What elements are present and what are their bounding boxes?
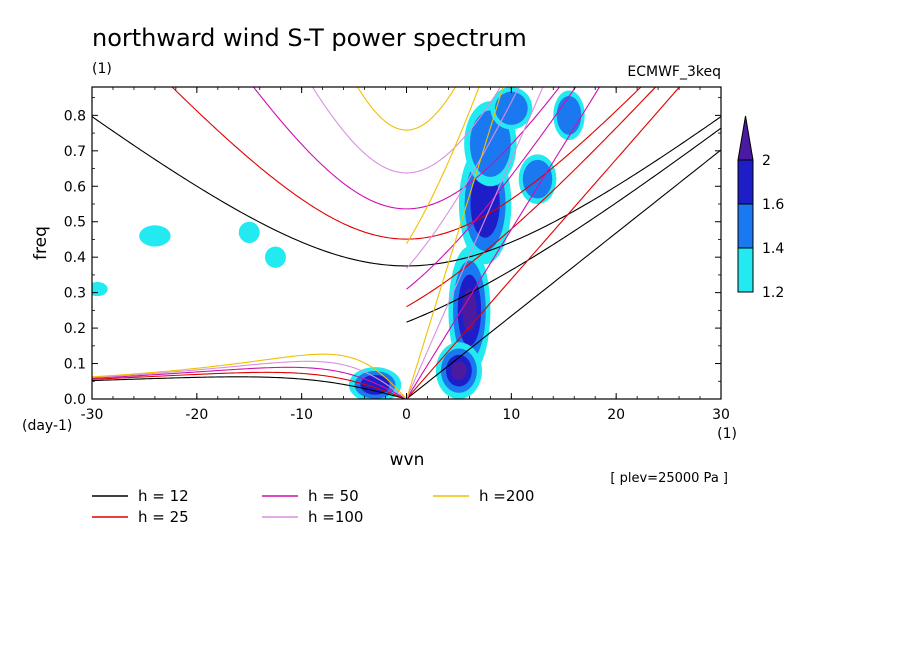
x-tick-label: 0 (402, 407, 411, 423)
contour-blob-8-level-0 (139, 225, 171, 247)
y-tick-label: 0.6 (64, 179, 86, 195)
legend-label-h25: h = 25 (138, 508, 189, 526)
kelvin-curve-h12 (406, 149, 721, 399)
x-tick-label: 10 (502, 407, 520, 423)
rossby-curve-h12 (92, 376, 407, 399)
x-tick-label: -10 (290, 407, 313, 423)
legend-label-h100: h =100 (308, 508, 363, 526)
legend-label-h200: h =200 (479, 487, 534, 505)
x-tick-label: -30 (81, 407, 104, 423)
colorbar-swatch-0 (737, 247, 754, 293)
mrg-curve-h25 (406, 87, 657, 308)
rossby-curve-h50 (92, 366, 407, 399)
x-tick-label: 20 (607, 407, 625, 423)
chart-title: northward wind S-T power spectrum (92, 24, 527, 52)
y-tick-label: 0.8 (64, 108, 86, 124)
y-axis-label: freq (31, 226, 51, 260)
x-tick-label: 30 (712, 407, 730, 423)
chart-subtitle-right: ECMWF_3keq (627, 64, 721, 80)
x-axis-label: wvn (390, 450, 425, 470)
mrg-curve-h50 (406, 87, 577, 290)
inertia-gravity-curve-h50 (252, 87, 561, 210)
y-tick-label: 0.4 (64, 250, 86, 266)
mrg-curve-h200 (406, 87, 480, 245)
inertia-gravity-curve-h100 (311, 87, 502, 174)
contour-blob-2-level-3 (451, 360, 467, 381)
y-tick-label: 0.3 (64, 286, 86, 302)
x-axis: -30 -20 -10 0 10 20 30 (81, 87, 730, 423)
legend-label-h12: h = 12 (138, 487, 189, 505)
inertia-gravity-curve-h200 (356, 87, 457, 131)
kelvin-curve-h200 (405, 87, 504, 399)
legend: h = 12 h = 25 h = 50 h =100 h =200 (92, 487, 534, 526)
inertia-gravity-curve-h25 (171, 87, 642, 240)
mrg-curve-h12 (406, 127, 721, 323)
y-tick-label: 0.5 (64, 215, 86, 231)
kelvin-curve-h25 (406, 87, 681, 399)
mrg-curve-h100 (406, 87, 520, 269)
dispersion-curves (92, 87, 721, 399)
colorbar-swatch-top (737, 115, 754, 161)
x-tick-label: -20 (185, 407, 208, 423)
x-unit-label: (1) (717, 426, 737, 442)
chart-subtitle-left: (1) (92, 61, 112, 77)
y-tick-label: 0.0 (64, 392, 86, 408)
y-tick-label: 0.7 (64, 144, 86, 160)
y-unit-label: (day-1) (22, 418, 72, 434)
inertia-gravity-curve-h12 (92, 116, 721, 267)
contour-blob-1-level-3 (462, 288, 477, 333)
rossby-curve-h100 (92, 360, 407, 399)
y-tick-label: 0.2 (64, 321, 86, 337)
plev-annotation: [ plev=25000 Pa ] (610, 471, 728, 486)
colorbar-label: 1.6 (762, 197, 784, 213)
colorbar: 1.2 1.4 1.6 2 (737, 115, 784, 301)
contour-blob-9-level-0 (92, 282, 108, 297)
contour-blob-11-level-0 (264, 246, 286, 268)
colorbar-label: 1.4 (762, 241, 784, 257)
y-tick-label: 0.1 (64, 357, 86, 373)
y-axis: 0.0 0.1 0.2 0.3 0.4 0.5 0.6 0.7 0.8 (64, 97, 721, 408)
colorbar-label: 1.2 (762, 285, 784, 301)
legend-label-h50: h = 50 (308, 487, 359, 505)
rossby-curve-h200 (92, 353, 407, 399)
colorbar-swatch-2 (737, 159, 754, 205)
contour-blob-7-level-1 (522, 159, 553, 199)
kelvin-curve-h50 (406, 87, 601, 399)
colorbar-label: 2 (762, 153, 771, 169)
contour-blob-0-level-2 (470, 170, 500, 238)
kelvin-curve-h100 (405, 87, 544, 399)
colorbar-swatch-1 (737, 203, 754, 249)
rossby-curve-h25 (92, 371, 407, 399)
contour-blob-6-level-1 (556, 96, 582, 135)
contour-blob-10-level-0 (238, 221, 260, 243)
